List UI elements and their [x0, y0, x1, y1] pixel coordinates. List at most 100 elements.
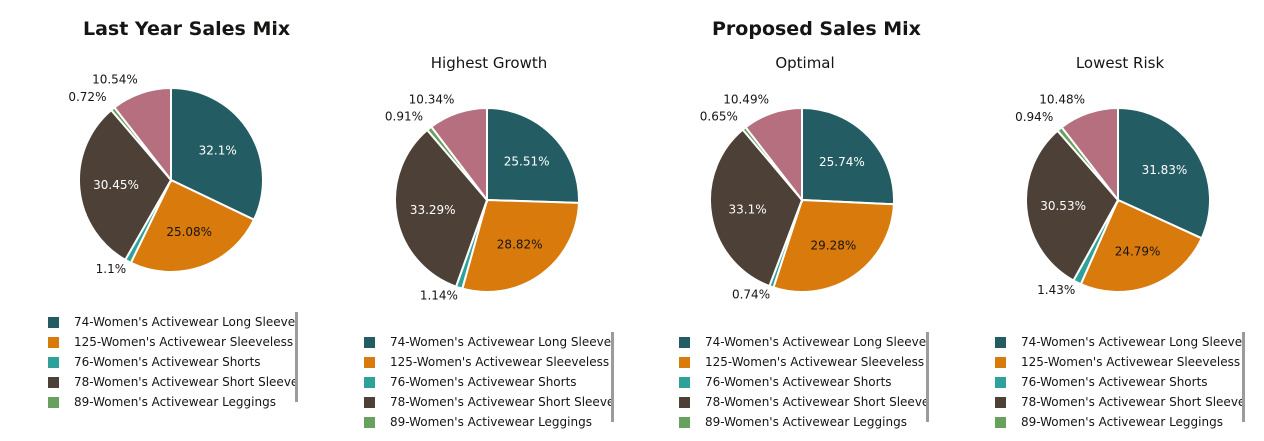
pie-slice[interactable]	[1025, 129, 1120, 282]
pie-slice[interactable]	[486, 106, 580, 204]
proposed-heading: Proposed Sales Mix	[712, 18, 921, 40]
pie-slice[interactable]	[429, 106, 488, 203]
legend-label: 76-Women's Activewear Shorts	[1021, 375, 1208, 389]
legend-swatch	[679, 356, 690, 368]
legend-swatch	[48, 376, 59, 388]
legend-swatch	[364, 376, 375, 388]
legend-swatch	[364, 396, 375, 408]
legend-item[interactable]: 125-Women's Activewear Sleeveless Tops	[995, 352, 1245, 372]
legend-item[interactable]: 125-Women's Activewear Sleeveless Tops	[679, 352, 929, 372]
legend-label: 89-Women's Activewear Leggings	[390, 415, 592, 429]
slice-label: 33.1%	[729, 202, 767, 216]
slice-label: 30.45%	[93, 178, 139, 192]
pie-slice[interactable]	[1079, 198, 1203, 293]
slice-label: 1.43%	[1037, 283, 1075, 297]
slice-label: 33.29%	[410, 203, 456, 217]
legend-swatch	[48, 356, 59, 368]
slice-label: 1.1%	[96, 262, 127, 276]
slice-label: 10.34%	[409, 92, 455, 106]
legend-swatch	[679, 336, 690, 348]
slice-label: 31.83%	[1142, 163, 1188, 177]
legend-item[interactable]: 76-Women's Activewear Shorts	[48, 352, 298, 372]
chart-title-lowest-risk: Lowest Risk	[1075, 54, 1165, 72]
legend-item[interactable]: 76-Women's Activewear Shorts	[679, 372, 929, 392]
legend-label: 78-Women's Activewear Short Sleeve Tops	[390, 395, 614, 409]
slice-label: 32.1%	[199, 144, 237, 158]
slice-label: 0.65%	[700, 110, 738, 124]
legend-swatch	[364, 336, 375, 348]
slice-label: 10.48%	[1039, 92, 1085, 106]
legend-item[interactable]: 76-Women's Activewear Shorts	[995, 372, 1245, 392]
legend-label: 89-Women's Activewear Leggings	[1021, 415, 1223, 429]
chart-title-optimal: Optimal	[775, 54, 835, 72]
legend-item[interactable]: 78-Women's Activewear Short Sleeve Tops	[364, 392, 614, 412]
legend-item[interactable]: 78-Women's Activewear Short Sleeve Tops	[48, 372, 298, 392]
pie-slice[interactable]	[170, 86, 264, 222]
legend-label: 74-Women's Activewear Long Sleeve Tops	[705, 335, 929, 349]
pie-slice[interactable]	[744, 106, 803, 203]
legend-swatch	[48, 316, 59, 328]
legend-item[interactable]: 74-Women's Activewear Long Sleeve Tops	[679, 332, 929, 352]
pie-slice[interactable]	[78, 108, 173, 262]
legend-scrollbar[interactable]	[1242, 332, 1245, 422]
legend-scrollbar[interactable]	[295, 312, 298, 402]
legend-label: 89-Women's Activewear Leggings	[74, 395, 276, 409]
chart-title-highest-growth: Highest Growth	[430, 54, 548, 72]
legend-item[interactable]: 78-Women's Activewear Short Sleeve Tops	[995, 392, 1245, 412]
legend-label: 125-Women's Activewear Sleeveless Tops	[390, 355, 614, 369]
pie-slice[interactable]	[461, 198, 580, 293]
legend-label: 74-Women's Activewear Long Sleeve Tops	[1021, 335, 1245, 349]
legend: 74-Women's Activewear Long Sleeve Tops 12…	[679, 332, 929, 436]
slice-label: 25.74%	[819, 155, 865, 169]
pie-slice[interactable]	[1117, 106, 1211, 240]
legend-scrollbar[interactable]	[611, 332, 614, 422]
slice-label: 0.72%	[68, 90, 106, 104]
pie-slice[interactable]	[394, 128, 489, 288]
slice-label: 10.49%	[723, 92, 769, 106]
slice-label: 24.79%	[1115, 245, 1161, 259]
pie-slice[interactable]	[129, 178, 256, 273]
slice-label: 30.53%	[1040, 199, 1086, 213]
pie-slice[interactable]	[709, 128, 804, 288]
legend-swatch	[679, 396, 690, 408]
slice-label: 0.94%	[1015, 110, 1053, 124]
legend-item[interactable]: 125-Women's Activewear Sleeveless Tops	[48, 332, 298, 352]
legend-label: 76-Women's Activewear Shorts	[390, 375, 577, 389]
slice-label: 25.51%	[504, 155, 550, 169]
legend-label: 125-Women's Activewear Sleeveless Tops	[705, 355, 929, 369]
legend-swatch	[679, 376, 690, 388]
pie-slice[interactable]	[1060, 106, 1119, 203]
legend-item[interactable]: 74-Women's Activewear Long Sleeve Tops	[364, 332, 614, 352]
pie-slice[interactable]	[113, 86, 172, 183]
legend-item[interactable]: 89-Women's Activewear Leggings	[48, 392, 298, 412]
legend-swatch	[995, 396, 1006, 408]
legend-swatch	[679, 416, 690, 428]
slice-label: 29.28%	[810, 238, 856, 252]
legend-item[interactable]: 74-Women's Activewear Long Sleeve Tops	[48, 312, 298, 332]
legend-scrollbar[interactable]	[926, 332, 929, 422]
legend-label: 125-Women's Activewear Sleeveless Tops	[1021, 355, 1245, 369]
legend-item[interactable]: 76-Women's Activewear Shorts	[364, 372, 614, 392]
legend-swatch	[995, 356, 1006, 368]
legend-item[interactable]: 89-Women's Activewear Leggings	[679, 412, 929, 432]
legend-label: 78-Women's Activewear Short Sleeve Tops	[705, 395, 929, 409]
pie-slice[interactable]	[772, 198, 895, 293]
legend-label: 78-Women's Activewear Short Sleeve Tops	[1021, 395, 1245, 409]
legend-item[interactable]: 89-Women's Activewear Leggings	[364, 412, 614, 432]
legend-item[interactable]: 78-Women's Activewear Short Sleeve Tops	[679, 392, 929, 412]
legend-swatch	[995, 416, 1006, 428]
legend-label: 74-Women's Activewear Long Sleeve Tops	[74, 315, 298, 329]
legend-swatch	[48, 396, 59, 408]
legend-item[interactable]: 74-Women's Activewear Long Sleeve Tops	[995, 332, 1245, 352]
legend: 74-Women's Activewear Long Sleeve Tops 12…	[364, 332, 614, 436]
legend-label: 76-Women's Activewear Shorts	[705, 375, 892, 389]
legend-swatch	[364, 356, 375, 368]
slice-label: 28.82%	[497, 237, 543, 251]
legend: 74-Women's Activewear Long Sleeve Tops 12…	[48, 312, 298, 416]
legend-item[interactable]: 89-Women's Activewear Leggings	[995, 412, 1245, 432]
legend-item[interactable]: 125-Women's Activewear Sleeveless Tops	[364, 352, 614, 372]
pie-slice[interactable]	[801, 106, 895, 206]
slice-label: 0.74%	[732, 288, 770, 302]
slice-label: 1.14%	[420, 288, 458, 302]
